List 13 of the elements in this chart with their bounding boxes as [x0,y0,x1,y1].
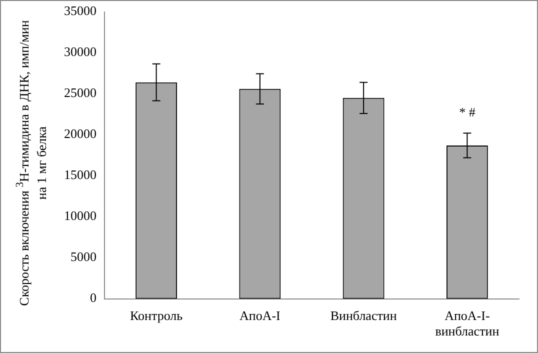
x-tick-label: АпоА-I [239,308,280,324]
annotation: * # [459,104,476,120]
y-tick-label: 20000 [64,126,96,142]
y-tick-label: 15000 [64,167,96,182]
x-tick-label: Контроль [130,308,183,324]
y-tick-label: 5000 [70,249,96,264]
x-tick-label: АпоА-I-винбластин [435,308,500,339]
y-tick-label: 35000 [64,3,96,18]
y-tick-label: 30000 [64,44,96,60]
x-tick-label: Винбластин [330,308,397,324]
y-tick-label: 10000 [64,208,96,224]
y-tick-label: 0 [90,290,96,306]
y-tick-label: 25000 [64,85,96,100]
